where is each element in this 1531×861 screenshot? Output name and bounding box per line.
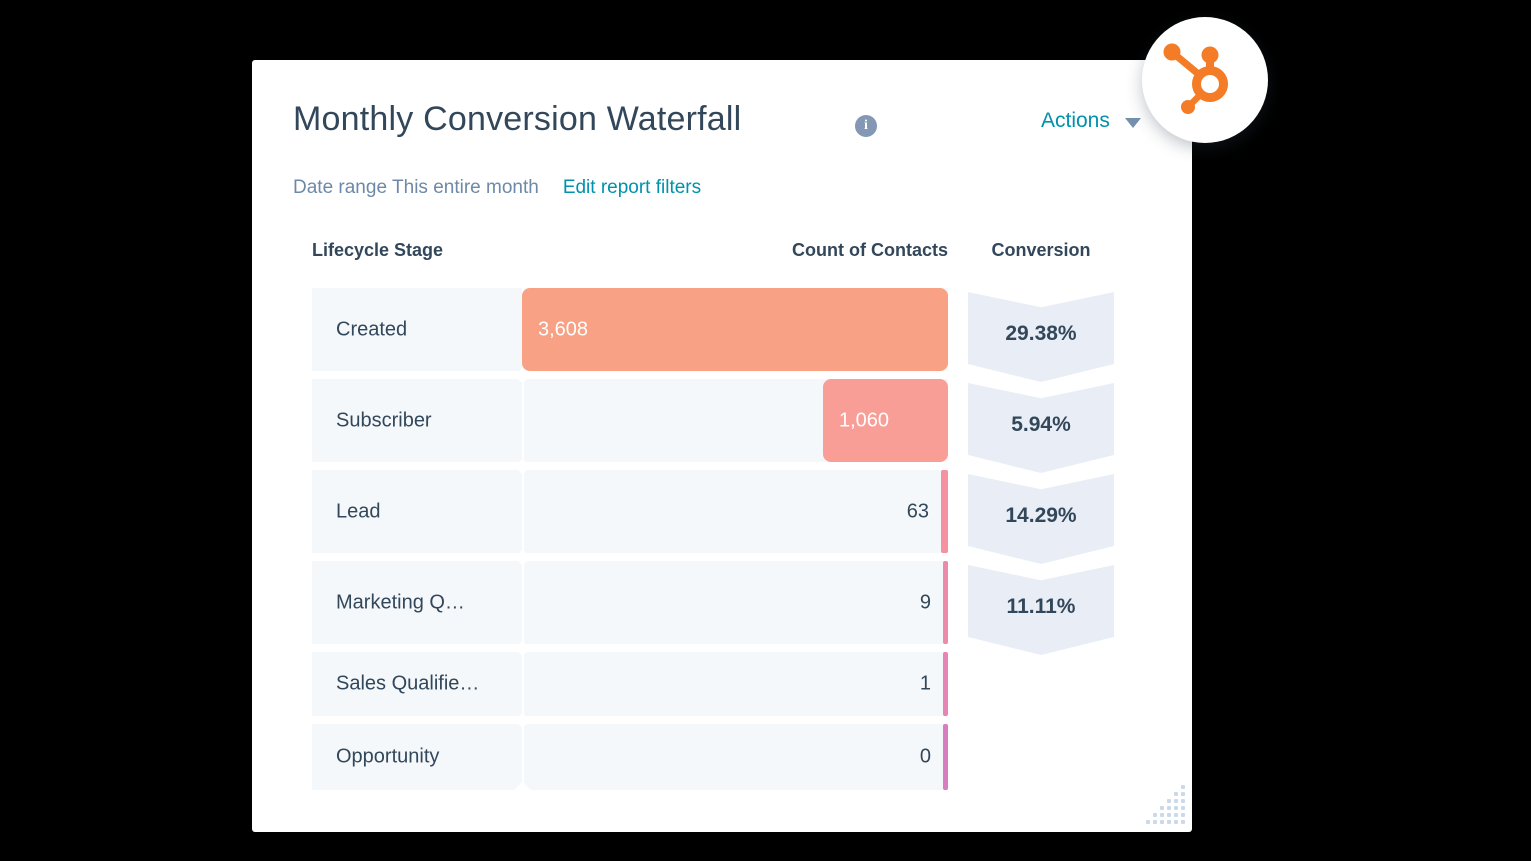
resize-dot [1153,820,1157,824]
resize-dot [1160,820,1164,824]
count-bar [823,379,948,462]
axis-divider [522,724,524,790]
report-title: Monthly Conversion Waterfall [293,100,742,138]
count-bar [941,470,948,553]
stage-label: Marketing Q… [336,591,465,613]
stage-label: Lead [336,500,381,522]
resize-dot [1174,820,1178,824]
hubspot-sprocket-icon [1163,43,1228,114]
table-row-created[interactable]: Created 3,608 [312,288,948,371]
resize-dot [1167,820,1171,824]
hubspot-logo [1142,17,1268,143]
resize-handle[interactable] [1146,782,1185,824]
date-range-value: This entire month [392,177,539,198]
count-value: 0 [919,745,931,768]
report-subtitle: Date range This entire month Edit report f… [293,177,701,199]
count-value: 1 [919,672,931,695]
resize-dot [1146,820,1150,824]
actions-menu[interactable]: Actions [1041,109,1141,133]
count-value: 1,060 [839,409,890,431]
stage-label: Created [336,318,408,340]
column-header-conversion: Conversion [991,240,1091,260]
count-value: 3,608 [538,318,589,340]
resize-dot [1181,785,1185,789]
conversion-column: 29.38% 5.94% 14.29% 11.11% [968,288,1114,790]
axis-divider [522,470,524,553]
conversion-badge-lead: 14.29% [968,474,1114,564]
count-value: 9 [919,591,931,613]
stage-label: Sales Qualifie… [336,672,480,695]
count-value: 63 [906,500,929,522]
table-row-marketing-qualified[interactable]: Marketing Q… 9 [312,561,948,644]
column-header-count-of-contacts: Count of Contacts [792,240,948,260]
resize-dot [1174,813,1178,817]
resize-dot [1167,799,1171,803]
axis-divider [522,379,524,462]
column-header-lifecycle-stage: Lifecycle Stage [312,240,444,260]
resize-dot [1174,792,1178,796]
count-bar [943,652,948,716]
resize-dot [1181,799,1185,803]
actions-label: Actions [1041,109,1110,132]
table-row-lead[interactable]: Lead 63 [312,470,948,553]
resize-dot [1181,806,1185,810]
resize-dot [1160,813,1164,817]
resize-dot [1181,813,1185,817]
table-row-opportunity[interactable]: Opportunity 0 [312,724,948,790]
conversion-badge-subscriber: 5.94% [968,383,1114,473]
table-row-sales-qualified[interactable]: Sales Qualifie… 1 [312,652,948,716]
count-bar [943,724,948,790]
stage-label: Opportunity [336,745,440,768]
resize-dot [1167,813,1171,817]
resize-dot [1160,806,1164,810]
resize-dot [1174,799,1178,803]
axis-divider [522,652,524,716]
conversion-badge-created: 29.38% [968,292,1114,382]
waterfall-table: Created 3,608 Subscriber 1,060 Lead 63 M… [312,288,948,798]
edit-report-filters-link[interactable]: Edit report filters [562,177,702,198]
count-bar [943,561,948,644]
conversion-badge-marketing-qualified: 11.11% [968,565,1114,655]
chevron-down-icon [1124,118,1141,128]
info-icon[interactable]: i [855,115,877,137]
axis-divider [522,561,524,644]
report-card: Monthly Conversion Waterfall i Actions D… [252,60,1192,832]
table-header: Lifecycle Stage Count of Contacts Conver… [252,240,1192,264]
resize-dot [1167,806,1171,810]
resize-dot [1174,806,1178,810]
count-bar [522,288,948,371]
table-row-subscriber[interactable]: Subscriber 1,060 [312,379,948,462]
stage-label: Subscriber [336,409,432,431]
resize-dot [1153,813,1157,817]
resize-dot [1181,820,1185,824]
resize-dot [1181,792,1185,796]
date-range-label: Date range [293,177,388,198]
